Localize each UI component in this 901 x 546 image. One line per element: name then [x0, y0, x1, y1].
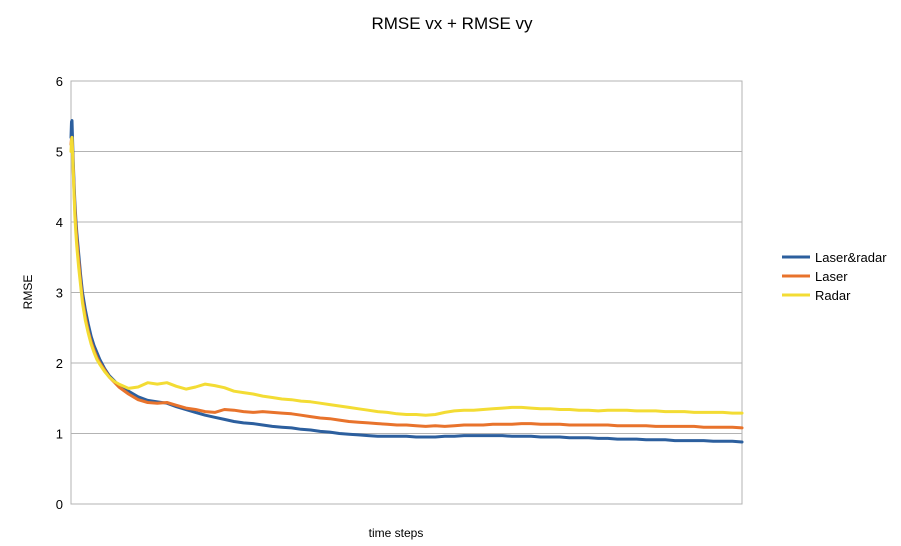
chart-title: RMSE vx + RMSE vy	[371, 14, 533, 33]
series-line	[69, 135, 744, 417]
y-tick-label: 6	[56, 74, 63, 89]
y-axis-ticks: 0 1 2 3 4 5 6	[56, 74, 63, 512]
series-line	[69, 119, 744, 444]
grid-lines	[71, 151, 742, 434]
y-tick-label: 2	[56, 356, 63, 371]
legend: Laser&radar Laser Radar	[782, 250, 887, 303]
y-tick-label: 5	[56, 145, 63, 160]
legend-label: Laser&radar	[815, 250, 887, 265]
y-tick-label: 1	[56, 427, 63, 442]
y-tick-label: 0	[56, 497, 63, 512]
y-tick-label: 3	[56, 286, 63, 301]
y-tick-label: 4	[56, 215, 63, 230]
plot-area	[70, 80, 743, 505]
series-lines	[69, 119, 744, 444]
y-axis-label: RMSE	[21, 275, 35, 310]
x-axis-label: time steps	[369, 526, 424, 540]
legend-label: Laser	[815, 269, 848, 284]
legend-label: Radar	[815, 288, 851, 303]
